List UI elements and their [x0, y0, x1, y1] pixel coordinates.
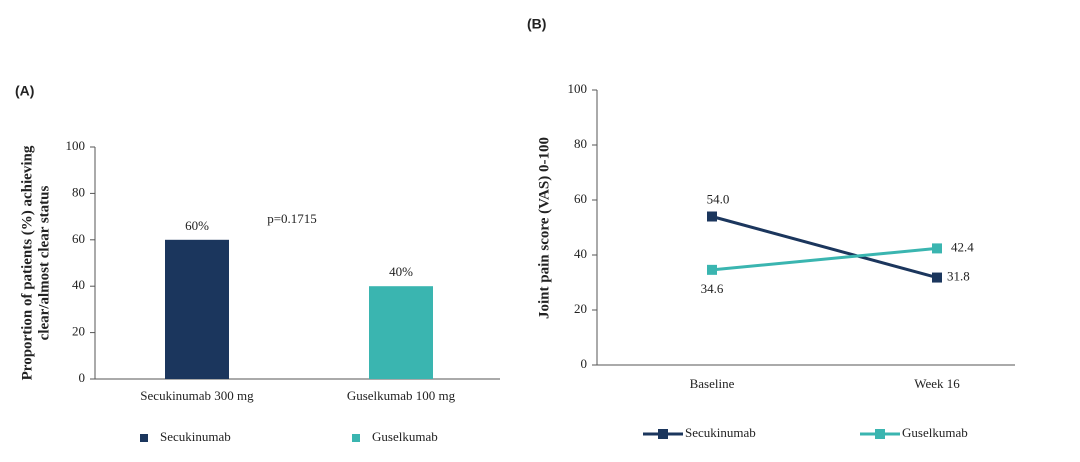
legend-swatch [352, 434, 360, 442]
marker [932, 243, 942, 254]
marker [707, 211, 717, 222]
line [711, 246, 938, 272]
y-axis-label: Joint pain score (VAS) 0-100 [536, 137, 552, 319]
y-tick-label: 60 [72, 231, 85, 246]
y-tick-label: 20 [574, 301, 587, 316]
y-axis-label: clear/almost clear status [36, 186, 52, 341]
panel-label: (B) [527, 16, 546, 32]
legend-label: Guselkumab [902, 425, 968, 440]
legend-marker [875, 429, 885, 439]
panel-label: (A) [15, 83, 34, 99]
y-tick-label: 40 [72, 277, 85, 292]
annotation: p=0.1715 [267, 211, 317, 226]
line [711, 215, 938, 279]
y-tick-label: 0 [79, 370, 86, 385]
y-tick-label: 40 [574, 246, 587, 261]
y-tick-label: 0 [581, 356, 588, 371]
y-axis-label: Proportion of patients (%) achieving [19, 145, 35, 380]
y-tick-label: 60 [574, 191, 587, 206]
bar [369, 286, 433, 379]
y-tick-label: 100 [66, 138, 86, 153]
legend-label: Guselkumab [372, 429, 438, 444]
value-label: 60% [185, 218, 209, 233]
y-tick-label: 100 [568, 81, 588, 96]
y-tick-label: 20 [72, 324, 85, 339]
marker [932, 272, 942, 283]
value-label: 54.0 [707, 191, 730, 206]
x-tick-label: Baseline [690, 376, 735, 391]
y-tick-label: 80 [574, 136, 587, 151]
legend-label: Secukinumab [160, 429, 231, 444]
legend-label: Secukinumab [685, 425, 756, 440]
x-tick-label: Guselkumab 100 mg [347, 388, 456, 403]
bar [165, 239, 229, 379]
value-label: 34.6 [701, 281, 724, 296]
value-label: 31.8 [947, 269, 970, 284]
legend-swatch [140, 434, 148, 442]
y-tick-label: 80 [72, 184, 85, 199]
x-tick-label: Secukinumab 300 mg [140, 388, 254, 403]
value-label: 42.4 [951, 239, 974, 254]
marker [707, 264, 717, 275]
value-label: 40% [389, 264, 413, 279]
x-tick-label: Week 16 [914, 376, 960, 391]
legend-marker [658, 429, 668, 439]
